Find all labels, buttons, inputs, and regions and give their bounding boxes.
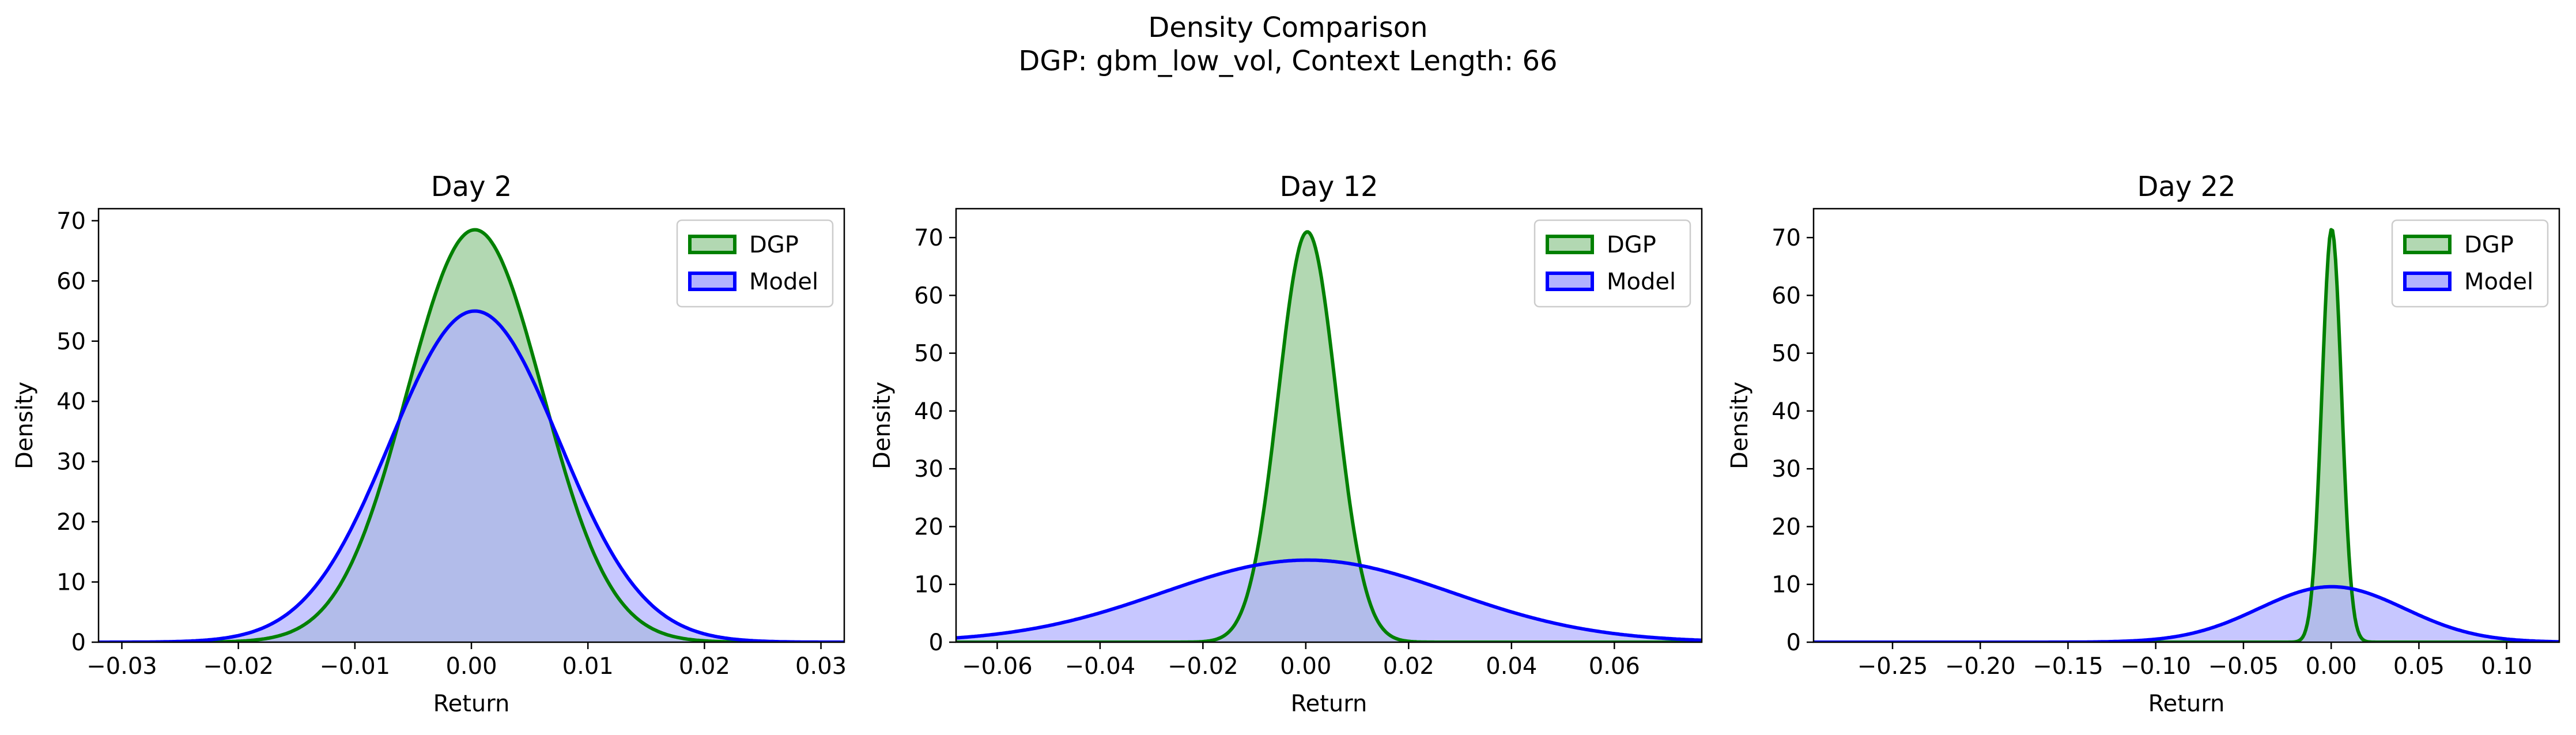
model-density-line [1814,585,2559,642]
plot-area [1814,228,2559,642]
panel-3: −0.25 −0.20 −0.15 −0.10 −0.05 0.00 0.05 0.10 0 10… [1727,171,2560,717]
x-axis-label: Return [2148,691,2225,717]
y-tick-label: 40 [1772,398,1801,425]
y-tick-label: 40 [914,398,943,425]
x-tick-label: −0.05 [2208,653,2279,680]
x-tick-label: −0.03 [86,653,157,680]
x-tick-label: −0.25 [1857,653,1928,680]
y-tick-label: 50 [56,329,86,355]
y-tick-label: 20 [914,514,943,540]
model-density-fill [99,311,844,642]
y-tick-label: 30 [1772,456,1801,483]
figure-title: Density Comparison [1148,12,1427,44]
y-tick-label: 0 [71,630,86,656]
dgp-legend-label: DGP [2464,232,2514,258]
y-tick-label: 0 [1786,630,1801,656]
y-tick-label: 40 [56,389,86,415]
y-tick-label: 70 [914,225,943,251]
axes-frame [1812,208,2560,643]
x-tick-label: −0.20 [1945,653,2016,680]
model-legend-swatch [688,272,736,291]
y-tick-label: 50 [1772,341,1801,367]
y-tick-label: 50 [914,341,943,367]
panel-title: Day 22 [2137,171,2235,203]
y-axis-label: Density [12,382,38,469]
plot-area [956,230,1702,642]
panels: −0.03 −0.02 −0.01 0.00 0.01 0.02 0.03 0 10 20 30 40… [12,171,2560,717]
x-tick-label: −0.10 [2120,653,2191,680]
dgp-legend-swatch [688,235,736,254]
y-axis-label: Density [869,382,896,469]
model-legend-swatch [2403,272,2452,291]
panel-title: Day 2 [431,171,512,203]
figure-subtitle: DGP: gbm_low_vol, Context Length: 66 [1018,45,1557,77]
x-tick-label: −0.15 [2033,653,2103,680]
y-tick-label: 60 [1772,282,1801,309]
x-tick-label: 0.00 [445,653,497,680]
dgp-density-fill [956,232,1702,642]
x-tick-label: 0.02 [1383,653,1434,680]
x-tick-label: −0.04 [1065,653,1136,680]
panel-1: −0.03 −0.02 −0.01 0.00 0.01 0.02 0.03 0 10 20 30 40… [12,171,847,717]
y-tick-label: 0 [929,630,943,656]
model-legend-label: Model [2464,269,2533,295]
dgp-legend-swatch [2403,235,2452,254]
x-tick-label: 0.04 [1486,653,1537,680]
axes-frame [955,208,1703,643]
y-tick-label: 60 [914,282,943,309]
x-axis-label: Return [1291,691,1368,717]
model-legend-label: Model [1607,269,1676,295]
y-tick-label: 30 [914,456,943,483]
y-tick-label: 70 [56,208,86,235]
y-tick-label: 10 [1772,572,1801,598]
y-tick-label: 20 [1772,514,1801,540]
model-density-fill [956,560,1702,642]
x-tick-label: 0.00 [2306,653,2357,680]
model-density-fill [1814,586,2559,642]
x-tick-label: 0.02 [679,653,730,680]
y-tick-label: 10 [914,572,943,598]
model-density-line [99,309,844,642]
y-axis-label: Density [1727,382,1753,469]
x-tick-label: −0.02 [1168,653,1238,680]
y-tick-label: 70 [1772,225,1801,251]
model-legend-swatch [1546,272,1594,291]
dgp-legend-swatch [1546,235,1594,254]
x-tick-label: 0.05 [2393,653,2445,680]
panel-2: −0.06 −0.04 −0.02 0.00 0.02 0.04 0.06 0 10 20 30 40… [869,171,1703,717]
legend: DGP Model [1533,219,1691,308]
x-tick-label: −0.02 [203,653,274,680]
y-tick-label: 20 [56,509,86,536]
x-axis-label: Return [433,691,510,717]
x-tick-label: 0.00 [1280,653,1331,680]
y-tick-label: 30 [56,449,86,476]
dgp-density-line [956,230,1702,642]
legend: DGP Model [2391,219,2549,308]
model-density-line [956,558,1702,642]
y-tick-label: 60 [56,268,86,295]
dgp-legend-label: DGP [1607,232,1656,258]
x-tick-label: 0.01 [562,653,614,680]
x-tick-label: −0.01 [320,653,391,680]
y-tick-label: 10 [56,570,86,596]
x-tick-label: 0.06 [1589,653,1640,680]
x-tick-label: 0.10 [2481,653,2532,680]
legend: DGP Model [676,219,834,308]
x-tick-label: 0.03 [795,653,847,680]
model-legend-label: Model [749,269,818,295]
x-tick-label: −0.06 [962,653,1033,680]
panel-title: Day 12 [1279,171,1378,203]
dgp-legend-label: DGP [749,232,799,258]
